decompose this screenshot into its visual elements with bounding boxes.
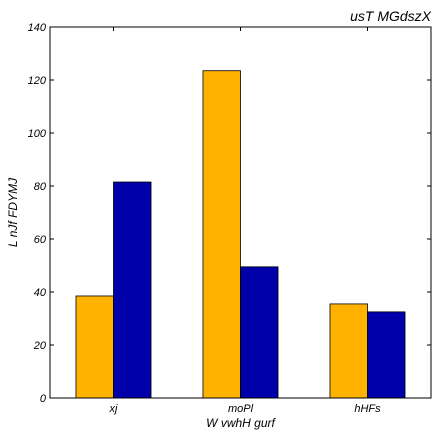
bar-xj-series-1 [75,295,114,399]
bar-xj-series-2 [113,181,152,399]
y-tick-label: 20 [33,340,47,352]
x-ticks-group: xj moPl hHFs [109,27,381,415]
y-tick-label: 0 [40,393,47,405]
y-ticks-group: 0 20 40 60 80 100 120 140 [28,22,431,405]
y-tick-label: 100 [28,128,47,140]
y-tick-label: 60 [34,234,47,246]
y-tick-label: 140 [28,22,47,34]
bar-hHFs-series-2 [367,311,406,399]
bars-group [75,70,406,399]
x-tick-label: xj [109,403,119,415]
bar-moPl-series-2 [240,266,279,399]
plot-frame [49,26,432,399]
y-tick-label: 80 [34,181,47,193]
y-axis-label: L nJf FDYMJ [6,177,20,247]
bar-hHFs-series-1 [329,303,368,399]
y-tick-label: 40 [34,287,47,299]
x-tick-label: hHFs [354,403,381,415]
bar-moPl-series-1 [202,70,241,399]
x-axis-label: W vwhH gurf [206,416,276,430]
y-tick-label: 120 [28,75,47,87]
x-tick-label: moPl [228,403,254,415]
chart-title: usT MGdszX [350,8,432,24]
